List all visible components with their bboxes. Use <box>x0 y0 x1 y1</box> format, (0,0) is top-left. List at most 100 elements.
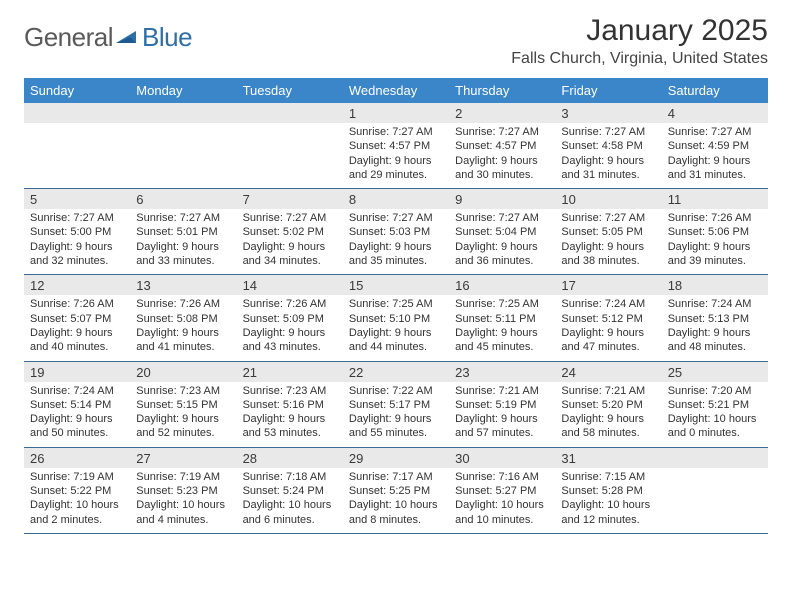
sunset-text: Sunset: 5:10 PM <box>349 312 443 326</box>
sunset-text: Sunset: 5:09 PM <box>243 312 337 326</box>
day-number: 1 <box>343 103 449 123</box>
day-number-row: 262728293031 <box>24 448 768 468</box>
day-number <box>237 103 343 123</box>
sunrise-text: Sunrise: 7:15 AM <box>561 470 655 484</box>
sunrise-text: Sunrise: 7:27 AM <box>349 211 443 225</box>
day-detail: Sunrise: 7:17 AMSunset: 5:25 PMDaylight:… <box>343 468 449 533</box>
sunset-text: Sunset: 5:11 PM <box>455 312 549 326</box>
day-detail: Sunrise: 7:15 AMSunset: 5:28 PMDaylight:… <box>555 468 661 533</box>
sunrise-text: Sunrise: 7:27 AM <box>349 125 443 139</box>
day-detail: Sunrise: 7:26 AMSunset: 5:06 PMDaylight:… <box>662 209 768 274</box>
brand-word-2: Blue <box>142 22 192 53</box>
sunrise-text: Sunrise: 7:19 AM <box>30 470 124 484</box>
sunrise-text: Sunrise: 7:24 AM <box>561 297 655 311</box>
day-detail: Sunrise: 7:25 AMSunset: 5:11 PMDaylight:… <box>449 295 555 360</box>
sunrise-text: Sunrise: 7:24 AM <box>668 297 762 311</box>
calendar-table: Sunday Monday Tuesday Wednesday Thursday… <box>24 78 768 534</box>
week-row: 262728293031Sunrise: 7:19 AMSunset: 5:22… <box>24 448 768 534</box>
daylight-text: Daylight: 9 hours and 33 minutes. <box>136 240 230 269</box>
day-detail: Sunrise: 7:27 AMSunset: 5:02 PMDaylight:… <box>237 209 343 274</box>
weekday-header: Wednesday <box>343 78 449 103</box>
sunrise-text: Sunrise: 7:27 AM <box>243 211 337 225</box>
daylight-text: Daylight: 9 hours and 34 minutes. <box>243 240 337 269</box>
day-number: 5 <box>24 189 130 209</box>
daylight-text: Daylight: 10 hours and 12 minutes. <box>561 498 655 527</box>
day-detail <box>24 123 130 188</box>
day-detail: Sunrise: 7:16 AMSunset: 5:27 PMDaylight:… <box>449 468 555 533</box>
day-number <box>130 103 236 123</box>
brand-word-1: General <box>24 22 113 53</box>
daylight-text: Daylight: 9 hours and 38 minutes. <box>561 240 655 269</box>
sunrise-text: Sunrise: 7:25 AM <box>455 297 549 311</box>
day-number: 12 <box>24 275 130 295</box>
daylight-text: Daylight: 10 hours and 4 minutes. <box>136 498 230 527</box>
day-number: 31 <box>555 448 661 468</box>
sunset-text: Sunset: 5:06 PM <box>668 225 762 239</box>
day-detail-row: Sunrise: 7:26 AMSunset: 5:07 PMDaylight:… <box>24 295 768 360</box>
day-detail-row: Sunrise: 7:27 AMSunset: 5:00 PMDaylight:… <box>24 209 768 274</box>
day-number: 30 <box>449 448 555 468</box>
sunset-text: Sunset: 5:23 PM <box>136 484 230 498</box>
sunset-text: Sunset: 5:17 PM <box>349 398 443 412</box>
day-detail <box>237 123 343 188</box>
daylight-text: Daylight: 9 hours and 45 minutes. <box>455 326 549 355</box>
daylight-text: Daylight: 9 hours and 36 minutes. <box>455 240 549 269</box>
day-detail: Sunrise: 7:26 AMSunset: 5:07 PMDaylight:… <box>24 295 130 360</box>
day-detail: Sunrise: 7:27 AMSunset: 5:00 PMDaylight:… <box>24 209 130 274</box>
sunrise-text: Sunrise: 7:27 AM <box>136 211 230 225</box>
sunset-text: Sunset: 5:19 PM <box>455 398 549 412</box>
sunset-text: Sunset: 5:22 PM <box>30 484 124 498</box>
daylight-text: Daylight: 9 hours and 30 minutes. <box>455 154 549 183</box>
day-detail: Sunrise: 7:26 AMSunset: 5:08 PMDaylight:… <box>130 295 236 360</box>
sunrise-text: Sunrise: 7:24 AM <box>30 384 124 398</box>
day-number-row: 19202122232425 <box>24 362 768 382</box>
sunset-text: Sunset: 5:14 PM <box>30 398 124 412</box>
day-detail: Sunrise: 7:21 AMSunset: 5:20 PMDaylight:… <box>555 382 661 447</box>
sunrise-text: Sunrise: 7:25 AM <box>349 297 443 311</box>
day-number: 2 <box>449 103 555 123</box>
day-number: 7 <box>237 189 343 209</box>
day-number: 21 <box>237 362 343 382</box>
day-detail: Sunrise: 7:19 AMSunset: 5:22 PMDaylight:… <box>24 468 130 533</box>
weekday-header: Monday <box>130 78 236 103</box>
day-number: 29 <box>343 448 449 468</box>
sunset-text: Sunset: 4:59 PM <box>668 139 762 153</box>
day-detail: Sunrise: 7:27 AMSunset: 5:05 PMDaylight:… <box>555 209 661 274</box>
calendar-page: General Blue January 2025 Falls Church, … <box>0 0 792 534</box>
day-number: 27 <box>130 448 236 468</box>
daylight-text: Daylight: 9 hours and 39 minutes. <box>668 240 762 269</box>
page-header: General Blue January 2025 Falls Church, … <box>24 14 768 68</box>
sunrise-text: Sunrise: 7:19 AM <box>136 470 230 484</box>
day-detail: Sunrise: 7:24 AMSunset: 5:12 PMDaylight:… <box>555 295 661 360</box>
daylight-text: Daylight: 9 hours and 47 minutes. <box>561 326 655 355</box>
day-number: 23 <box>449 362 555 382</box>
day-number: 11 <box>662 189 768 209</box>
day-number <box>24 103 130 123</box>
daylight-text: Daylight: 9 hours and 40 minutes. <box>30 326 124 355</box>
sunrise-text: Sunrise: 7:18 AM <box>243 470 337 484</box>
day-detail: Sunrise: 7:22 AMSunset: 5:17 PMDaylight:… <box>343 382 449 447</box>
week-row: 1234Sunrise: 7:27 AMSunset: 4:57 PMDayli… <box>24 103 768 189</box>
day-detail: Sunrise: 7:27 AMSunset: 4:59 PMDaylight:… <box>662 123 768 188</box>
sunrise-text: Sunrise: 7:27 AM <box>455 211 549 225</box>
day-detail <box>662 468 768 533</box>
sunset-text: Sunset: 5:13 PM <box>668 312 762 326</box>
sunset-text: Sunset: 5:12 PM <box>561 312 655 326</box>
month-title: January 2025 <box>511 14 768 48</box>
sunrise-text: Sunrise: 7:27 AM <box>561 125 655 139</box>
sunset-text: Sunset: 5:03 PM <box>349 225 443 239</box>
week-row: 12131415161718Sunrise: 7:26 AMSunset: 5:… <box>24 275 768 361</box>
day-detail: Sunrise: 7:24 AMSunset: 5:14 PMDaylight:… <box>24 382 130 447</box>
brand-logo: General Blue <box>24 22 192 53</box>
daylight-text: Daylight: 10 hours and 2 minutes. <box>30 498 124 527</box>
daylight-text: Daylight: 9 hours and 48 minutes. <box>668 326 762 355</box>
day-detail: Sunrise: 7:27 AMSunset: 4:58 PMDaylight:… <box>555 123 661 188</box>
weekday-header: Saturday <box>662 78 768 103</box>
daylight-text: Daylight: 9 hours and 44 minutes. <box>349 326 443 355</box>
day-detail: Sunrise: 7:25 AMSunset: 5:10 PMDaylight:… <box>343 295 449 360</box>
daylight-text: Daylight: 9 hours and 31 minutes. <box>668 154 762 183</box>
day-number: 17 <box>555 275 661 295</box>
sunrise-text: Sunrise: 7:22 AM <box>349 384 443 398</box>
sunset-text: Sunset: 5:15 PM <box>136 398 230 412</box>
day-number: 16 <box>449 275 555 295</box>
